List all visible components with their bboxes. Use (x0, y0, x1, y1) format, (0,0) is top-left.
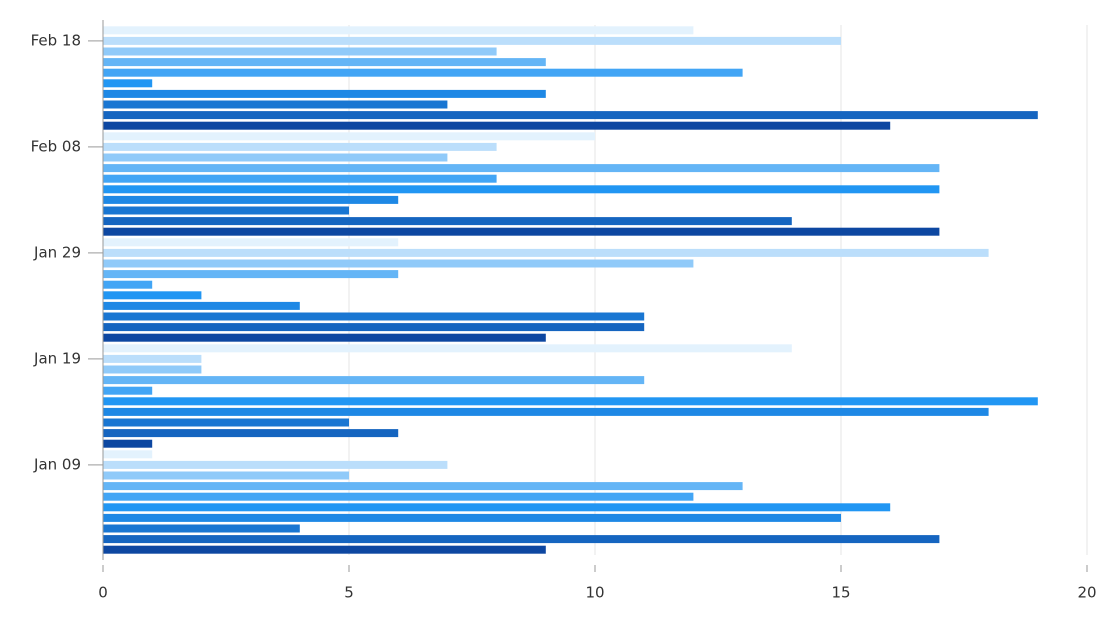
bar (103, 174, 497, 183)
y-tick-label: Feb 08 (31, 137, 81, 155)
bar (103, 270, 399, 279)
bar (103, 439, 153, 448)
bar (103, 248, 989, 257)
bar (103, 407, 989, 416)
bar (103, 376, 645, 385)
bar (103, 36, 841, 45)
bar (103, 142, 497, 151)
bar (103, 301, 300, 310)
bar (103, 397, 1038, 406)
bar (103, 227, 940, 236)
y-tick-label: Feb 18 (31, 31, 81, 49)
bar (103, 524, 300, 533)
bar (103, 259, 694, 268)
bar (103, 79, 153, 88)
y-tick-label: Jan 19 (33, 349, 81, 367)
bar (103, 280, 153, 289)
bar (103, 217, 792, 226)
bar (103, 164, 940, 173)
bar (103, 100, 448, 109)
bar (103, 492, 694, 501)
bar (103, 365, 202, 374)
bar (103, 47, 497, 56)
bar (103, 111, 1038, 120)
bar (103, 418, 349, 427)
x-tick-label: 0 (98, 584, 108, 602)
bar (103, 185, 940, 194)
bar (103, 68, 743, 77)
bar (103, 333, 546, 342)
bar (103, 89, 546, 98)
bar (103, 238, 399, 247)
bar (103, 132, 595, 141)
bar (103, 513, 841, 522)
bar (103, 291, 202, 300)
bar (103, 482, 743, 491)
bar (103, 121, 891, 130)
x-tick-label: 5 (344, 584, 354, 602)
bar (103, 450, 153, 459)
bar (103, 354, 202, 363)
bar (103, 429, 399, 438)
x-tick-label: 10 (585, 584, 604, 602)
bar (103, 206, 349, 215)
bar (103, 195, 399, 204)
y-tick-label: Jan 09 (33, 455, 81, 473)
bar (103, 58, 546, 67)
bar (103, 460, 448, 469)
bar (103, 545, 546, 554)
bar (103, 323, 645, 332)
bar (103, 312, 645, 321)
bar (103, 26, 694, 35)
bar (103, 471, 349, 480)
x-tick-label: 15 (831, 584, 850, 602)
bar (103, 535, 940, 544)
y-tick-label: Jan 29 (33, 243, 81, 261)
x-tick-label: 20 (1077, 584, 1096, 602)
bar (103, 344, 792, 353)
bar (103, 386, 153, 395)
bar (103, 503, 891, 512)
bar (103, 153, 448, 162)
